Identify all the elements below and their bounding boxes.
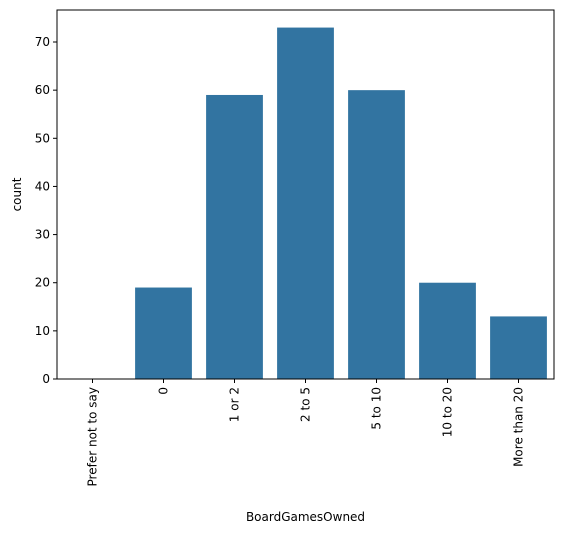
y-tick-label: 60 bbox=[35, 83, 50, 97]
y-axis-label: count bbox=[10, 177, 24, 211]
y-tick-label: 10 bbox=[35, 324, 50, 338]
bar-more-than-20 bbox=[490, 316, 547, 379]
x-tick-label: 1 or 2 bbox=[228, 387, 242, 422]
y-axis-ticks: 0 10 20 30 40 50 60 70 bbox=[35, 35, 57, 386]
x-tick-label: 2 to 5 bbox=[299, 387, 313, 422]
y-tick-label: 0 bbox=[42, 372, 50, 386]
bar-0 bbox=[135, 287, 192, 379]
x-tick-label: Prefer not to say bbox=[86, 387, 100, 486]
y-tick-label: 40 bbox=[35, 179, 50, 193]
y-tick-label: 70 bbox=[35, 35, 50, 49]
bar-1-or-2 bbox=[206, 94, 263, 379]
x-tick-label: 5 to 10 bbox=[370, 387, 384, 430]
plot-frame bbox=[56, 9, 555, 380]
x-axis-ticks: Prefer not to say 0 1 or 2 2 to 5 5 to 10 10 … bbox=[86, 379, 526, 486]
bar-5-to-10 bbox=[348, 90, 405, 379]
x-tick-label: More than 20 bbox=[512, 387, 526, 467]
bars-group bbox=[135, 27, 547, 379]
bar-10-to-20 bbox=[419, 282, 476, 379]
x-tick-label: 0 bbox=[157, 387, 171, 395]
y-tick-label: 20 bbox=[35, 276, 50, 290]
y-tick-label: 50 bbox=[35, 131, 50, 145]
x-axis-label: BoardGamesOwned bbox=[246, 510, 365, 524]
y-tick-label: 30 bbox=[35, 228, 50, 242]
x-tick-label: 10 to 20 bbox=[441, 387, 455, 437]
bar-2-to-5 bbox=[277, 27, 334, 379]
